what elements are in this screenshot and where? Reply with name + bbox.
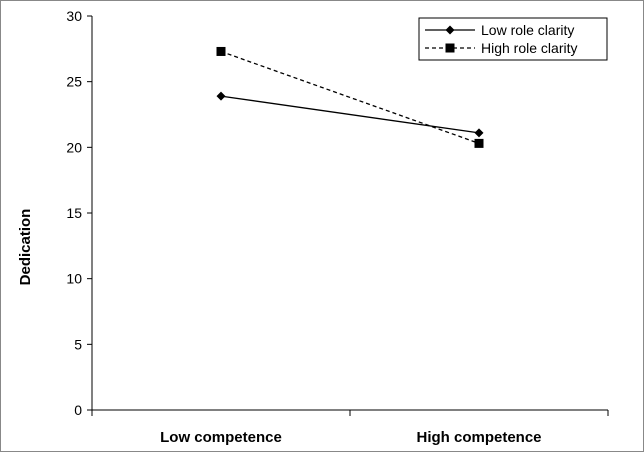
y-tick-label: 0 [74,402,82,418]
y-axis-title: Dedication [17,209,34,286]
y-tick-label: 20 [66,139,82,155]
diamond-marker [445,25,455,35]
y-tick-label: 25 [66,74,82,90]
diamond-marker [474,128,484,138]
x-category-label: High competence [416,429,541,446]
series-line [220,95,480,134]
square-marker [216,46,226,56]
y-tick-label: 30 [66,8,82,24]
series-line [220,50,480,145]
y-tick-label: 15 [66,205,82,221]
legend: Low role clarity High role clarity [418,17,608,61]
series-high-role-clarity [216,46,484,148]
axes: 0 5 10 15 20 25 30 Low competence High competenc… [66,8,609,446]
square-marker [445,43,455,53]
series-layer [216,46,484,148]
legend-label: High role clarity [481,40,577,56]
y-tick-label: 5 [74,336,82,352]
legend-box [418,17,608,61]
legend-label: Low role clarity [481,22,574,38]
y-tick-label: 10 [66,271,82,287]
square-marker [474,138,484,148]
x-category-label: Low competence [160,429,282,446]
series-low-role-clarity [216,91,484,138]
diamond-marker [216,91,226,101]
